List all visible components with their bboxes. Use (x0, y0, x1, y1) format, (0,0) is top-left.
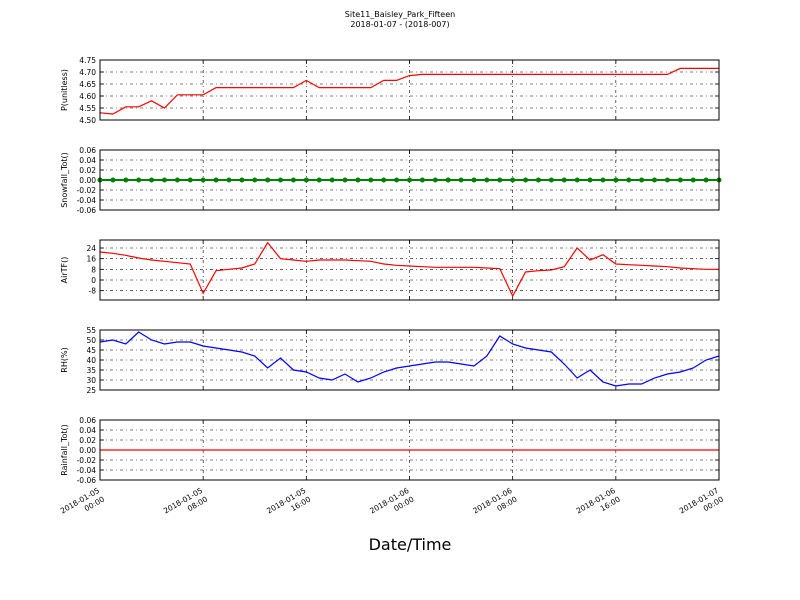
y-tick-label: 4.60 (79, 92, 96, 101)
y-tick-label: 0.00 (79, 176, 96, 185)
data-point (290, 177, 296, 183)
y-tick-label: -0.04 (77, 466, 97, 475)
y-tick-label: 30 (86, 376, 96, 385)
y-tick-label: 55 (86, 326, 96, 335)
y-tick-label: 4.50 (79, 116, 96, 125)
plot-frame (99, 239, 720, 301)
data-point (265, 177, 271, 183)
data-point (123, 177, 129, 183)
data-point (574, 177, 580, 183)
data-point (174, 177, 180, 183)
plot-frame (99, 59, 720, 121)
y-axis-label: Snowfall_Tot() (60, 152, 69, 208)
y-tick-label: 50 (86, 336, 96, 345)
data-point (368, 177, 374, 183)
data-point (239, 177, 245, 183)
y-tick-label: 16 (86, 255, 96, 264)
data-line (99, 331, 720, 387)
y-tick-label: 4.75 (79, 56, 96, 65)
data-point (278, 177, 284, 183)
data-point (355, 177, 361, 183)
data-point (161, 177, 167, 183)
data-point (639, 177, 645, 183)
data-point (149, 177, 155, 183)
y-tick-label: -0.02 (77, 456, 97, 465)
y-tick-label: -0.06 (77, 476, 97, 485)
data-point (226, 177, 232, 183)
data-point (484, 177, 490, 183)
y-tick-label: 0 (91, 276, 96, 285)
data-point (445, 177, 451, 183)
data-point (252, 177, 258, 183)
data-point (200, 177, 206, 183)
y-axis-label: RH(%) (60, 347, 69, 372)
y-tick-label: -0.02 (77, 186, 97, 195)
data-point (548, 177, 554, 183)
data-point (613, 177, 619, 183)
y-tick-label: 0.02 (79, 436, 96, 445)
figure-title: Site11_Baisley_Park_Fifteen (345, 10, 455, 19)
data-point (419, 177, 425, 183)
data-point (652, 177, 658, 183)
data-point (303, 177, 309, 183)
data-point (110, 177, 116, 183)
data-point (381, 177, 387, 183)
data-point (690, 177, 696, 183)
data-point (535, 177, 541, 183)
plot-frame (99, 329, 720, 391)
y-tick-label: 0.02 (79, 166, 96, 175)
y-tick-label: 35 (86, 366, 96, 375)
data-point (523, 177, 529, 183)
data-point (471, 177, 477, 183)
y-tick-label: 0.06 (79, 146, 96, 155)
plot-frame (99, 149, 720, 211)
data-point (342, 177, 348, 183)
data-point (407, 177, 412, 183)
y-tick-label: 4.55 (79, 104, 96, 113)
y-tick-label: 0.00 (79, 446, 96, 455)
data-point (316, 177, 322, 183)
data-point (561, 177, 567, 183)
y-tick-label: 0.04 (79, 426, 96, 435)
plot-frame (99, 419, 720, 481)
y-axis-label: AirTF() (60, 257, 69, 284)
data-point (394, 177, 400, 183)
data-line (99, 67, 719, 115)
data-point (600, 177, 606, 183)
y-tick-label: 8 (91, 265, 96, 274)
y-tick-label: 0.04 (79, 156, 96, 165)
data-point (677, 177, 683, 183)
data-point (497, 177, 503, 183)
y-tick-label: 40 (86, 356, 96, 365)
data-point (187, 177, 193, 183)
y-tick-label: 25 (86, 386, 96, 395)
data-point (703, 177, 709, 183)
y-axis-label: Rainfall_Tot() (60, 424, 69, 476)
data-point (458, 177, 464, 183)
y-tick-label: 45 (86, 346, 96, 355)
y-tick-label: -0.06 (77, 206, 97, 215)
data-point (587, 177, 593, 183)
y-tick-label: 4.70 (79, 68, 96, 77)
y-tick-label: 0.06 (79, 416, 96, 425)
data-point (329, 177, 335, 183)
data-point (136, 177, 142, 183)
data-line (99, 241, 719, 298)
y-tick-label: -8 (89, 287, 97, 296)
data-point (664, 177, 670, 183)
data-point (213, 177, 219, 183)
data-point (432, 177, 438, 183)
y-axis-label: P(unitless) (60, 69, 69, 111)
y-tick-label: -0.04 (77, 196, 97, 205)
figure-subtitle: 2018-01-07 - (2018-007) (350, 20, 449, 29)
x-axis-label: Date/Time (369, 535, 452, 554)
y-tick-label: 4.65 (79, 80, 96, 89)
data-point (626, 177, 632, 183)
y-tick-label: 24 (86, 244, 96, 253)
data-point (510, 177, 516, 183)
